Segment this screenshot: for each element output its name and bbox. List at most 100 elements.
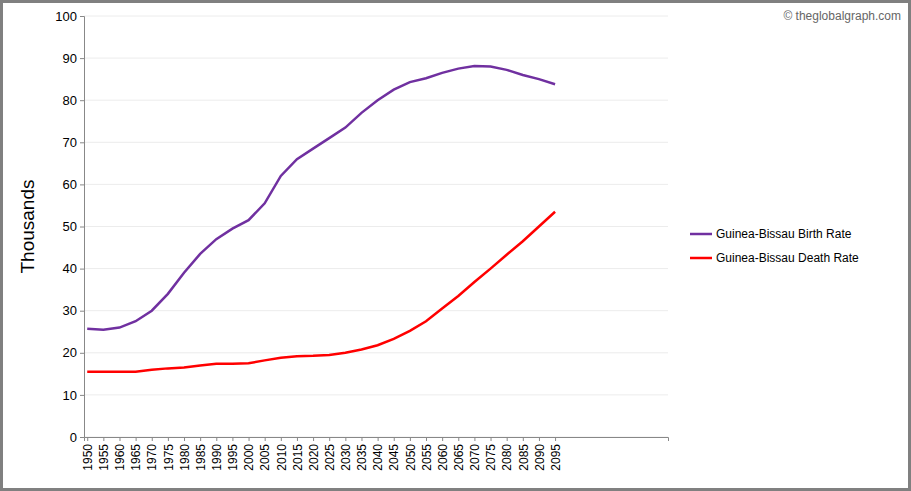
x-tick-mark [168, 437, 169, 441]
y-tick: 60 [63, 177, 84, 192]
x-tick-label: 2065 [452, 444, 466, 471]
x-tick-mark [507, 437, 508, 441]
x-tick: 1995 [226, 437, 240, 471]
x-tick: 2020 [307, 437, 321, 471]
grid-line [84, 310, 668, 311]
y-axis-title: Thousands [17, 179, 38, 273]
y-tick-mark [80, 58, 84, 59]
x-tick-mark [265, 437, 266, 441]
watermark: © theglobalgraph.com [783, 9, 901, 23]
x-tick-mark [523, 437, 524, 441]
x-tick: 2030 [339, 437, 353, 471]
x-tick: 2050 [404, 437, 418, 471]
x-tick-mark [119, 437, 120, 441]
x-axis: 1950195519601965197019751980198519901995… [81, 437, 669, 471]
x-tick: 2040 [371, 437, 385, 471]
plot-area [87, 66, 555, 372]
y-tick: 80 [63, 93, 84, 108]
x-tick-mark [281, 437, 282, 441]
x-tick: 1955 [97, 437, 111, 471]
x-tick-label: 2060 [436, 444, 450, 471]
x-tick-mark [313, 437, 314, 441]
y-tick-mark [80, 395, 84, 396]
x-tick: 2005 [258, 437, 272, 471]
y-axis-line [80, 17, 85, 438]
x-tick-mark [329, 437, 330, 441]
y-tick-label: 80 [63, 93, 77, 108]
x-tick: 1950 [81, 437, 95, 471]
x-tick: 2070 [468, 437, 482, 471]
x-tick-label: 2000 [242, 444, 256, 471]
x-tick-mark [232, 437, 233, 441]
grid-line [84, 142, 668, 143]
x-tick-label: 1985 [194, 444, 208, 471]
x-tick-mark [103, 437, 104, 441]
grid-line [84, 226, 668, 227]
x-tick-mark [474, 437, 475, 441]
x-tick-mark [442, 437, 443, 441]
x-tick: 2080 [500, 437, 514, 471]
y-tick-mark [80, 437, 84, 438]
x-tick: 2025 [323, 437, 337, 471]
x-tick-label: 1980 [178, 444, 192, 471]
x-tick: 1970 [145, 437, 159, 471]
x-tick-label: 2020 [307, 444, 321, 471]
x-tick-mark [410, 437, 411, 441]
x-tick-label: 2080 [500, 444, 514, 471]
x-tick-label: 2090 [533, 444, 547, 471]
x-tick: 2060 [436, 437, 450, 471]
y-axis: 0102030405060708090100 [55, 9, 84, 445]
legend-label: Guinea-Bissau Death Rate [716, 251, 859, 265]
series-line [87, 66, 555, 330]
chart: 0102030405060708090100195019551960196519… [0, 0, 911, 491]
y-tick-label: 70 [63, 135, 77, 150]
x-tick: 1980 [178, 437, 192, 471]
x-tick-mark [555, 437, 556, 441]
x-tick: 2010 [275, 437, 289, 471]
x-tick-label: 1955 [97, 444, 111, 471]
grid [84, 16, 668, 437]
x-tick-mark [458, 437, 459, 441]
x-tick-label: 2055 [420, 444, 434, 471]
y-tick-mark [80, 142, 84, 143]
x-tick-label: 2075 [484, 444, 498, 471]
x-tick-label: 2035 [355, 444, 369, 471]
x-tick: 2065 [452, 437, 466, 471]
x-tick-label: 2070 [468, 444, 482, 471]
y-tick-label: 50 [63, 219, 77, 234]
x-tick-mark [378, 437, 379, 441]
x-tick-mark [426, 437, 427, 441]
frame [2, 2, 910, 490]
x-tick-label: 2085 [517, 444, 531, 471]
x-tick-label: 1975 [162, 444, 176, 471]
legend-label: Guinea-Bissau Birth Rate [716, 227, 852, 241]
x-tick: 1960 [113, 437, 127, 471]
y-tick: 70 [63, 135, 84, 150]
x-axis-line [85, 438, 669, 442]
grid-line [84, 184, 668, 185]
y-tick-label: 100 [55, 9, 77, 24]
x-tick-mark [394, 437, 395, 441]
x-tick-label: 1950 [81, 444, 95, 471]
y-tick-label: 20 [63, 345, 77, 360]
y-tick: 50 [63, 219, 84, 234]
x-tick: 2090 [533, 437, 547, 471]
x-tick-mark [491, 437, 492, 441]
y-tick-mark [80, 184, 84, 185]
x-tick-mark [87, 437, 88, 441]
x-tick-mark [249, 437, 250, 441]
x-tick-label: 2010 [275, 444, 289, 471]
x-tick: 2015 [291, 437, 305, 471]
x-tick: 1990 [210, 437, 224, 471]
y-tick-mark [80, 227, 84, 228]
y-tick: 100 [55, 9, 84, 24]
x-tick-label: 2040 [371, 444, 385, 471]
x-tick-label: 1990 [210, 444, 224, 471]
x-tick: 2035 [355, 437, 369, 471]
x-tick: 2045 [387, 437, 401, 471]
x-tick: 2085 [517, 437, 531, 471]
y-tick: 0 [70, 430, 84, 445]
x-tick-mark [345, 437, 346, 441]
x-tick: 2095 [549, 437, 563, 471]
y-tick-mark [80, 269, 84, 270]
